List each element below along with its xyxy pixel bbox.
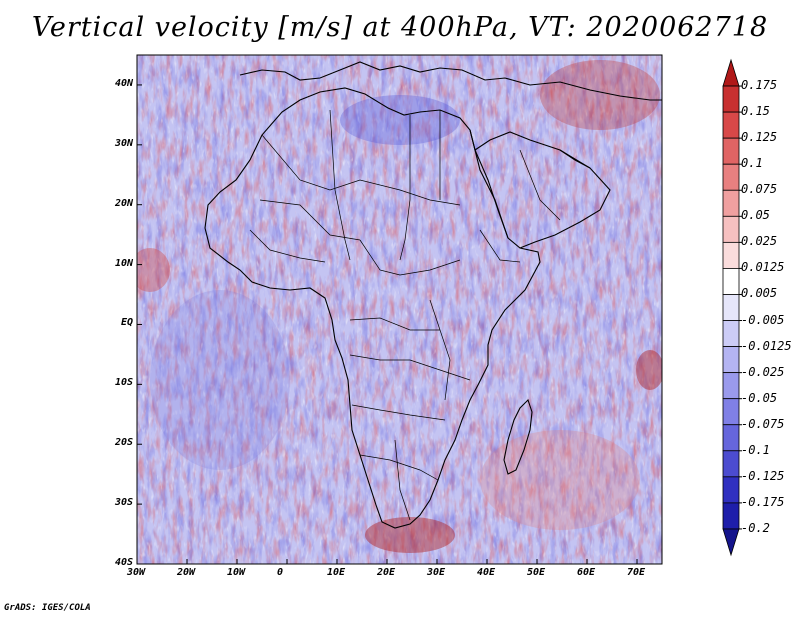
arabia-coastline [474,131,611,249]
lon-label: 0 [277,567,284,578]
colorbar-segment [722,398,740,426]
lon-label: 30W [127,567,146,578]
vertical-velocity-field [137,55,662,564]
colorbar-segment [722,424,740,452]
plot-frame [136,54,663,565]
colorbar-segment [722,528,740,557]
lon-label: 20E [377,567,396,578]
colorbar-label: 0.075 [741,182,778,197]
colorbar-label: -0.175 [741,494,785,509]
colorbar-label: -0.005 [741,312,785,327]
lon-label: 10W [227,567,246,578]
colorbar-label: -0.075 [741,416,785,431]
colorbar-label: -0.0125 [741,338,792,353]
lat-label: 40N [114,77,133,89]
colorbar-segment [722,476,740,504]
colorbar-segment [722,85,740,113]
colorbar-segment [722,450,740,478]
lat-label: 20N [114,197,133,209]
lon-label: 50E [527,567,546,578]
lon-label: 20W [177,567,196,578]
lon-label: 40E [477,567,496,578]
colorbar-label: -0.025 [741,364,785,379]
colorbar-segment [722,241,740,269]
colorbar-segment [722,163,740,191]
colorbar-label: 0.0125 [741,260,785,275]
madagascar-coastline [503,398,533,475]
colorbar-label: -0.125 [741,468,785,483]
lat-label: 20S [114,437,133,449]
colorbar-segment [722,111,740,139]
colorbar-label: 0.1 [741,156,763,171]
lon-label: 60E [577,567,596,578]
colorbar-label: 0.175 [741,78,778,93]
colorbar-label: -0.2 [741,520,770,535]
lat-label: 10S [114,377,133,389]
chart-title: Vertical velocity [m/s] at 400hPa, VT: 2… [31,12,769,43]
colorbar-label: 0.025 [741,234,778,249]
lat-label: 10N [114,257,133,269]
colorbar-segment [722,502,740,530]
lat-label: EQ [120,317,133,329]
colorbar-segment [722,58,740,87]
colorbar-label: 0.05 [741,208,770,223]
colorbar-segment [722,320,740,347]
lat-label: 40S [114,557,133,568]
persian-gulf [559,149,591,169]
colorbar-segment [722,346,740,374]
lon-label: 10E [327,567,346,578]
lon-label: 70E [627,567,646,578]
colorbar-label: 0.005 [741,286,778,301]
colorbar-segment [722,372,740,400]
colorbar-label: 0.15 [741,104,770,119]
credit-text: GrADS: IGES/COLA [4,603,91,613]
colorbar-segment [722,268,740,295]
axis-ticks [136,84,638,565]
colorbar-label: 0.125 [741,130,778,145]
lat-label: 30N [114,137,133,149]
red-sea [469,129,509,239]
colorbar-label: -0.1 [741,442,770,457]
colorbar-segment [722,189,740,217]
coastlines [204,61,662,529]
colorbar [722,58,742,557]
country-borders [249,109,561,521]
colorbar-segment [722,137,740,165]
africa-coastline [204,87,541,529]
colorbar-label: -0.05 [741,390,778,405]
lat-label: 30S [114,497,133,509]
europe-coastline [239,61,662,101]
colorbar-segment [722,215,740,243]
colorbar-segment [722,294,740,321]
lon-label: 30E [427,567,446,578]
